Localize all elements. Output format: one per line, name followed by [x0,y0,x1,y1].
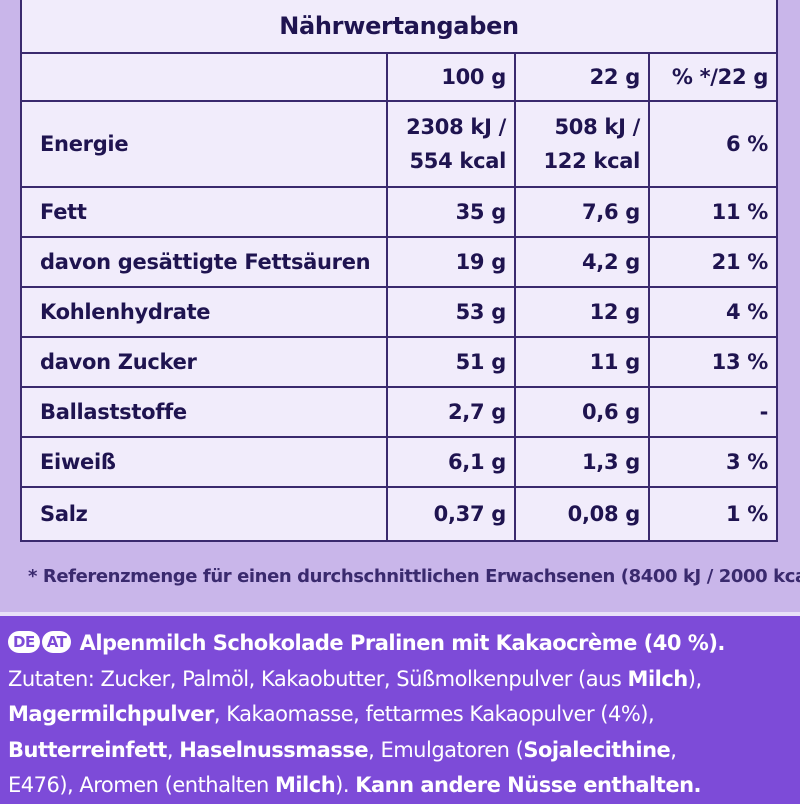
row-label: Kohlenhydrate [20,286,388,338]
value-percent: 21 % [647,236,779,288]
row-label: Energie [20,100,388,188]
ingredients-segment: , Kakaomasse, fettarmes Kakaopulver (4%)… [213,702,655,726]
ingredients-line: E476), Aromen (enthalten Milch). Kann an… [8,768,798,804]
nutrition-panel: Nährwertangaben 100 g 22 g % */22 g Ener… [0,0,800,612]
country-badge-de: DE [8,631,40,653]
allergen-butterfat: Butterreinfett [8,737,167,762]
ingredients-line: Magermilchpulver, Kakaomasse, fettarmes … [8,697,798,733]
row-label: davon Zucker [20,336,388,388]
product-line: DE AT Alpenmilch Schokolade Pralinen mit … [8,626,798,662]
header-100g: 100 g [386,52,516,102]
table-row-energy: Energie 2308 kJ / 554 kcal 508 kJ / 122 … [20,100,779,188]
nutrition-table: Nährwertangaben 100 g 22 g % */22 g Ener… [19,0,779,542]
value-100g: 6,1 g [386,436,516,488]
allergen-hazelnut: Haselnussmasse [179,737,369,762]
energy-100g-kj: 2308 kJ / [406,115,506,139]
value-22g: 12 g [514,286,650,338]
ingredients-segment: , Emulgatoren ( [368,737,524,762]
table-row: Salz 0,37 g 0,08 g 1 % [20,486,779,542]
ingredients-segment: E476), Aromen (enthalten [8,773,275,797]
value-100g: 35 g [386,186,516,238]
allergen-milk: Milch [274,773,336,797]
ingredients-segment: ), [687,666,702,691]
value-percent: 1 % [647,486,779,542]
country-badge-at: AT [41,631,72,653]
value-100g: 53 g [386,286,516,338]
value-percent: 3 % [647,436,779,488]
value-22g: 4,2 g [514,236,650,288]
header-22g: 22 g [514,52,650,102]
value-22g: 11 g [514,336,650,388]
energy-100g-kcal: 554 kcal [409,149,506,173]
energy-100g-cell: 2308 kJ / 554 kcal [386,100,516,188]
energy-percent: 6 % [647,100,779,188]
row-label: Salz [20,486,388,542]
value-100g: 2,7 g [386,386,516,438]
table-title: Nährwertangaben [19,0,779,54]
allergen-soy-lecithin: Sojalecithine [523,737,671,762]
table-row: Eiweiß 6,1 g 1,3 g 3 % [20,436,779,488]
ingredients-segment: , [670,737,677,762]
ingredients-segment: , [166,737,180,762]
row-label: davon gesättigte Fettsäuren [20,236,388,288]
ingredients-segment: ). [335,773,356,797]
energy-22g-kcal: 122 kcal [543,149,640,173]
table-row: Ballaststoffe 2,7 g 0,6 g - [20,386,779,438]
allergen-milk: Milch [627,666,689,691]
value-22g: 7,6 g [514,186,650,238]
allergen-skim-milk-powder: Magermilchpulver [8,702,214,726]
row-label: Eiweiß [20,436,388,488]
value-percent: 11 % [647,186,779,238]
table-row: Fett 35 g 7,6 g 11 % [20,186,779,238]
energy-22g-cell: 508 kJ / 122 kcal [514,100,650,188]
allergen-warning: Kann andere Nüsse enthalten. [355,773,702,797]
ingredients-panel: DE AT Alpenmilch Schokolade Pralinen mit … [0,612,800,804]
row-label: Fett [20,186,388,238]
value-22g: 0,08 g [514,486,650,542]
header-row: 100 g 22 g % */22 g [20,52,779,102]
row-label: Ballaststoffe [20,386,388,438]
product-name: Alpenmilch Schokolade Pralinen mit Kakao… [79,631,726,655]
header-percent: % */22 g [647,52,779,102]
value-percent: - [647,386,779,438]
value-100g: 19 g [386,236,516,288]
table-row: davon Zucker 51 g 11 g 13 % [20,336,779,388]
value-percent: 13 % [647,336,779,388]
ingredients-line: Zutaten: Zucker, Palmöl, Kakaobutter, Sü… [8,662,798,698]
header-empty-cell [20,52,388,102]
value-percent: 4 % [647,286,779,338]
table-row: Kohlenhydrate 53 g 12 g 4 % [20,286,779,338]
value-22g: 1,3 g [514,436,650,488]
value-22g: 0,6 g [514,386,650,438]
value-100g: 51 g [386,336,516,388]
ingredients-line: Butterreinfett, Haselnussmasse, Emulgato… [8,733,798,769]
energy-22g-kj: 508 kJ / [554,115,640,139]
value-100g: 0,37 g [386,486,516,542]
ingredients-segment: Zutaten: Zucker, Palmöl, Kakaobutter, Sü… [8,666,628,691]
reference-footnote: * Referenzmenge für einen durchschnittli… [28,566,800,587]
ingredients-text: DE AT Alpenmilch Schokolade Pralinen mit … [8,626,798,804]
table-row: davon gesättigte Fettsäuren 19 g 4,2 g 2… [20,236,779,288]
